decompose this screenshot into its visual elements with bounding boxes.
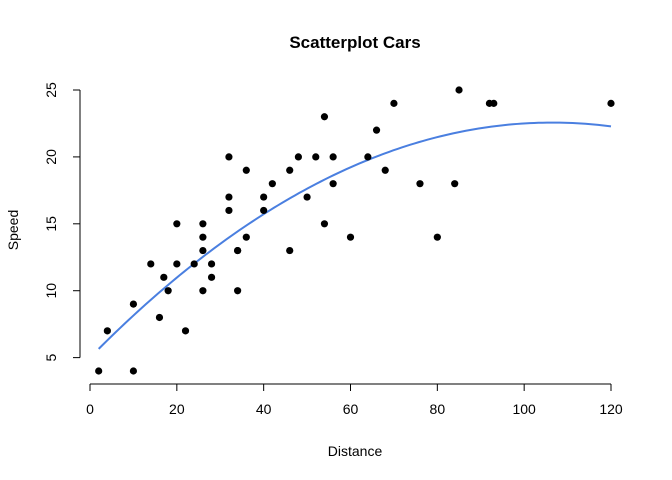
data-point — [225, 193, 233, 201]
data-point — [95, 367, 103, 375]
x-tick-label: 20 — [169, 401, 185, 417]
y-tick-label: 5 — [43, 354, 59, 362]
chart-title: Scatterplot Cars — [289, 33, 420, 52]
data-point — [312, 153, 320, 161]
data-point — [320, 113, 329, 121]
data-point — [181, 327, 190, 335]
data-point — [329, 180, 337, 188]
data-point — [155, 313, 164, 322]
axes: 0 20 40 60 80 100 120 5 10 15 20 25 — [43, 82, 623, 417]
data-point — [260, 206, 268, 215]
data-point — [225, 206, 233, 215]
data-point — [320, 220, 329, 228]
y-tick-label: 25 — [43, 82, 59, 98]
data-point — [381, 166, 389, 174]
data-point — [294, 153, 302, 161]
data-points — [95, 86, 615, 375]
data-point — [260, 193, 268, 201]
x-tick-label: 60 — [343, 401, 359, 417]
y-tick-label: 15 — [43, 216, 59, 232]
data-point — [190, 260, 198, 268]
data-point — [199, 246, 207, 255]
x-axis-label: Distance — [328, 443, 383, 459]
y-tick-label: 20 — [43, 149, 59, 165]
data-point — [129, 367, 138, 375]
data-point — [390, 99, 398, 107]
data-point — [164, 287, 172, 295]
data-point — [433, 233, 441, 241]
x-tick-label: 0 — [86, 401, 94, 417]
data-point — [416, 180, 424, 188]
data-point — [451, 180, 459, 188]
data-point — [268, 180, 276, 188]
data-point — [225, 153, 233, 161]
data-point — [173, 260, 181, 268]
data-point — [372, 126, 381, 134]
data-point — [303, 193, 311, 201]
y-axis-label: Speed — [5, 210, 21, 250]
data-point — [129, 300, 138, 308]
data-point — [286, 246, 294, 255]
data-point — [199, 233, 207, 241]
x-tick-label: 100 — [512, 401, 536, 417]
x-tick-label: 120 — [599, 401, 623, 417]
data-point — [147, 260, 155, 268]
data-point — [364, 153, 372, 161]
data-point — [207, 260, 216, 268]
data-point — [234, 287, 242, 295]
data-point — [490, 99, 498, 107]
x-ticks: 0 20 40 60 80 100 120 — [86, 384, 623, 417]
x-tick-label: 40 — [256, 401, 272, 417]
data-point — [103, 327, 111, 335]
data-point — [607, 99, 615, 107]
data-point — [242, 233, 250, 241]
data-point — [173, 220, 181, 228]
data-point — [455, 86, 463, 94]
data-point — [207, 273, 216, 281]
x-tick-label: 80 — [430, 401, 446, 417]
data-point — [199, 220, 207, 228]
data-point — [346, 233, 355, 241]
data-point — [329, 153, 337, 161]
data-point — [160, 273, 168, 281]
data-point — [199, 287, 207, 295]
y-tick-label: 10 — [43, 283, 59, 299]
fit-curve — [97, 121, 612, 350]
data-point — [242, 166, 250, 174]
data-point — [286, 166, 294, 174]
data-point — [234, 246, 242, 255]
y-ticks: 5 10 15 20 25 — [43, 82, 80, 362]
